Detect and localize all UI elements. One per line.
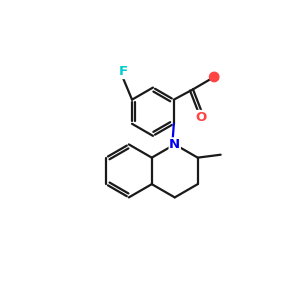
Text: N: N — [169, 138, 180, 151]
Circle shape — [209, 72, 219, 82]
Text: F: F — [118, 65, 128, 79]
Text: O: O — [196, 110, 207, 124]
